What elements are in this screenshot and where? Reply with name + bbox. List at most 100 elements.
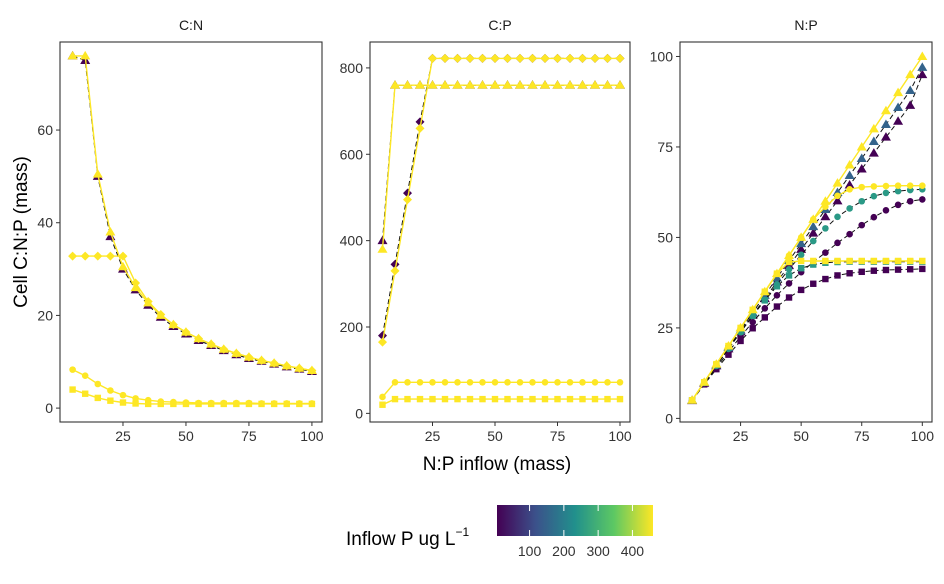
data-point <box>785 265 793 273</box>
series-line <box>382 84 620 241</box>
data-point <box>785 280 793 287</box>
data-point <box>94 394 101 402</box>
data-point <box>844 179 855 189</box>
data-point <box>880 119 891 129</box>
x-tick-label: 75 <box>241 428 257 444</box>
series-square <box>688 265 926 404</box>
data-point <box>81 372 89 379</box>
legend-colorbar: 100 200 300 400 <box>497 505 653 559</box>
x-tick-label: 50 <box>487 428 503 444</box>
data-point <box>604 378 611 386</box>
data-point <box>379 401 386 408</box>
data-point <box>541 378 549 386</box>
data-point <box>441 395 449 403</box>
data-point <box>796 244 807 253</box>
data-point <box>579 395 586 403</box>
legend-tick-label: 300 <box>586 543 610 559</box>
x-tick-label: 100 <box>608 428 632 444</box>
data-point <box>785 258 793 266</box>
y-tick-label: 50 <box>657 229 673 245</box>
y-tick-label: 0 <box>665 410 673 426</box>
data-point <box>810 280 817 287</box>
data-point <box>269 358 279 368</box>
data-point <box>478 53 487 63</box>
panel-frame <box>369 41 631 423</box>
series-square <box>688 257 926 404</box>
data-point <box>245 400 253 408</box>
data-point <box>882 266 890 274</box>
data-point <box>465 53 475 63</box>
data-point <box>490 80 500 89</box>
data-point <box>919 265 926 273</box>
data-point <box>491 395 499 403</box>
series-circle <box>379 378 624 401</box>
data-point <box>797 264 805 272</box>
data-point <box>749 312 756 319</box>
series-line <box>382 57 620 336</box>
data-point <box>797 234 805 241</box>
data-point <box>403 188 412 198</box>
data-point <box>105 251 115 261</box>
series-line <box>381 84 620 250</box>
data-point <box>119 399 127 406</box>
series-line <box>72 55 313 372</box>
x-tick-label: 75 <box>550 428 566 444</box>
data-point <box>822 203 829 210</box>
data-point <box>554 395 561 403</box>
series-line <box>691 184 923 401</box>
data-point <box>307 366 317 376</box>
series-square <box>688 258 926 404</box>
y-tick-label: 20 <box>37 307 53 323</box>
data-point <box>602 80 613 89</box>
data-point <box>105 227 116 236</box>
data-point <box>880 105 891 115</box>
data-point <box>528 53 537 63</box>
data-point <box>515 80 525 89</box>
data-point <box>391 378 399 386</box>
data-point <box>503 53 512 63</box>
data-point <box>893 87 904 97</box>
data-point <box>553 53 562 63</box>
data-point <box>415 123 425 133</box>
data-point <box>390 266 400 276</box>
data-point <box>194 334 204 344</box>
data-point <box>834 257 841 265</box>
data-point <box>870 192 878 200</box>
data-point <box>516 395 524 403</box>
data-point <box>566 395 574 403</box>
data-point <box>490 53 500 63</box>
y-tick-label: 0 <box>355 405 363 421</box>
data-point <box>529 395 536 403</box>
data-point <box>856 153 867 163</box>
data-point <box>820 196 831 205</box>
series-triangle <box>377 80 625 253</box>
data-point <box>415 80 425 89</box>
data-point <box>132 395 139 402</box>
data-point <box>773 292 781 299</box>
data-point <box>591 378 599 386</box>
data-point <box>808 228 819 237</box>
data-point <box>404 378 411 386</box>
data-point <box>502 80 513 89</box>
data-point <box>107 387 114 394</box>
series-line <box>691 268 923 401</box>
data-point <box>905 85 916 94</box>
series-circle <box>688 182 926 404</box>
data-point <box>749 325 756 332</box>
y-tick-label: 0 <box>45 400 53 416</box>
y-tick-label: 600 <box>340 146 364 162</box>
data-point <box>905 100 916 109</box>
data-point <box>477 80 488 89</box>
data-point <box>170 400 177 408</box>
data-point <box>93 251 103 261</box>
data-point <box>403 195 412 205</box>
data-point <box>749 306 756 314</box>
data-point <box>846 230 853 238</box>
data-point <box>429 395 436 403</box>
data-point <box>749 318 756 326</box>
data-point <box>378 331 387 341</box>
data-point <box>308 400 316 408</box>
data-point <box>516 378 524 386</box>
data-point <box>785 294 793 301</box>
